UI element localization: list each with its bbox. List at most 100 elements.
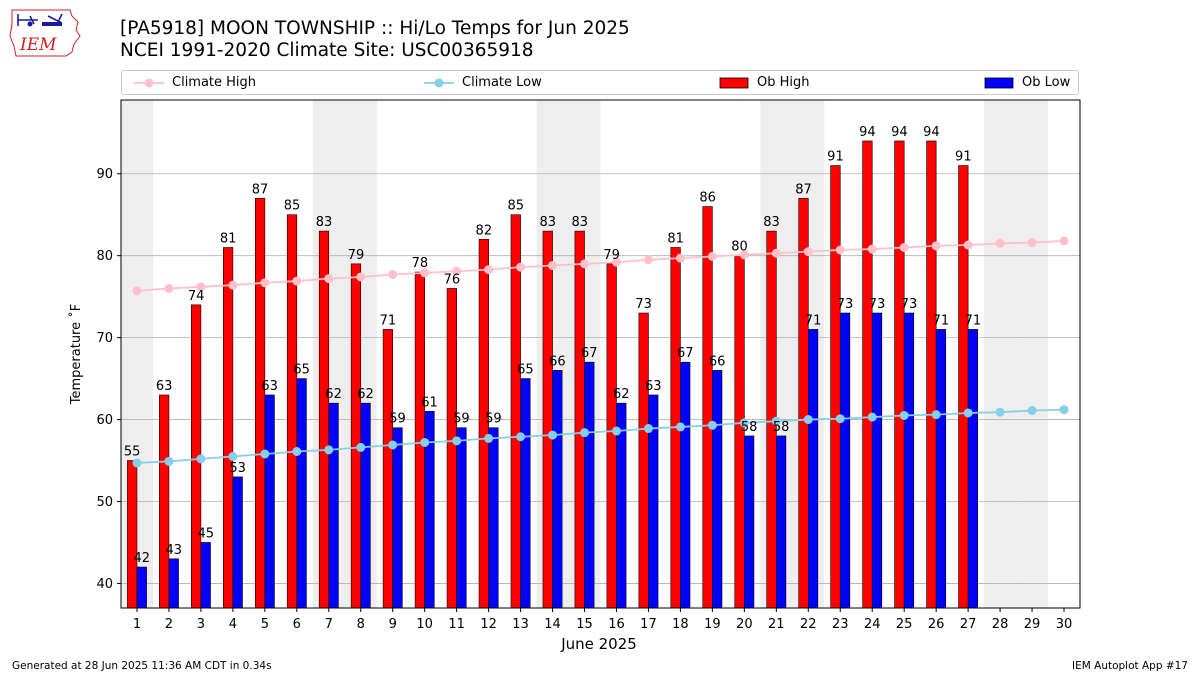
label-ob-high-22: 87	[795, 182, 812, 197]
bar-ob-low-15	[584, 361, 595, 609]
point-climate-low-14	[548, 430, 558, 440]
x-tick-label-19: 19	[704, 617, 721, 632]
x-tick-label-11: 11	[448, 617, 465, 632]
bar-ob-low-26	[935, 329, 947, 609]
bar-ob-high-25	[894, 140, 905, 609]
point-climate-low-10	[420, 437, 430, 447]
x-tick-label-6: 6	[293, 617, 301, 632]
x-tick-label-1: 1	[133, 617, 141, 632]
label-ob-low-4: 53	[229, 461, 246, 476]
bar-ob-high-20	[734, 255, 745, 609]
bar-ob-low-4	[232, 476, 243, 609]
bar-ob-high-13	[510, 214, 521, 609]
label-ob-low-3: 45	[197, 526, 214, 541]
bar-ob-high-12	[478, 238, 489, 609]
bar-ob-low-13	[520, 378, 531, 609]
x-tick-label-15: 15	[576, 617, 593, 632]
legend-item-ob-high: Ob High	[719, 71, 810, 94]
bar-ob-high-3	[191, 304, 202, 609]
point-climate-low-7	[324, 445, 334, 455]
legend-item-climate-low: Climate Low	[424, 71, 542, 94]
label-ob-high-13: 85	[508, 199, 525, 214]
x-tick-label-25: 25	[896, 617, 913, 632]
weekend-band-1	[121, 100, 153, 608]
weather-station-icon	[17, 14, 38, 26]
label-ob-high-20: 80	[731, 240, 748, 255]
bar-ob-high-24	[862, 140, 873, 609]
label-ob-high-15: 83	[571, 215, 588, 230]
point-climate-low-20	[739, 418, 749, 428]
line-climate-low	[136, 408, 1065, 464]
point-climate-low-17	[643, 424, 653, 434]
legend-label-ob-high: Ob High	[757, 75, 810, 90]
label-ob-high-16: 79	[603, 248, 620, 263]
bar-ob-high-7	[318, 230, 330, 609]
point-climate-low-24	[867, 412, 877, 422]
bar-ob-high-18	[670, 247, 681, 609]
point-climate-low-3	[196, 454, 206, 464]
label-ob-low-15: 67	[581, 346, 598, 361]
y-tick-label-60: 60	[96, 413, 113, 428]
weekend-band-29	[1016, 100, 1049, 608]
weekend-band-28	[984, 100, 1017, 608]
bar-ob-low-9	[392, 427, 403, 609]
label-ob-high-4: 81	[220, 231, 237, 246]
label-ob-low-23: 73	[837, 297, 854, 312]
point-climate-high-13	[516, 262, 526, 272]
label-ob-low-1: 42	[134, 551, 151, 566]
bar-ob-high-4	[222, 247, 234, 609]
legend-swatch-ob-low	[984, 77, 1014, 88]
x-tick-label-26: 26	[928, 617, 945, 632]
label-ob-high-2: 63	[156, 379, 173, 394]
label-ob-low-14: 66	[549, 354, 566, 369]
bar-ob-low-5	[264, 394, 275, 609]
label-ob-high-8: 79	[348, 248, 365, 263]
label-ob-high-17: 73	[635, 297, 652, 312]
y-tick-label-50: 50	[96, 495, 113, 510]
point-climate-high-15	[580, 259, 590, 269]
label-ob-high-26: 94	[923, 125, 940, 140]
point-climate-high-8	[356, 272, 366, 282]
label-ob-low-11: 59	[453, 412, 470, 427]
label-ob-high-23: 91	[827, 150, 844, 165]
point-climate-low-18	[675, 422, 685, 432]
point-climate-low-21	[771, 416, 781, 426]
iem-logo: IEM	[9, 9, 81, 57]
legend-label-climate-high: Climate High	[172, 75, 257, 90]
weekend-band-21	[760, 100, 793, 608]
label-ob-low-2: 43	[165, 543, 182, 558]
point-climate-high-5	[260, 278, 270, 288]
point-climate-high-11	[452, 266, 462, 276]
bar-ob-low-27	[967, 329, 979, 609]
bar-ob-low-8	[360, 402, 371, 609]
label-ob-high-3: 74	[188, 289, 205, 304]
bar-ob-low-2	[168, 558, 179, 609]
label-ob-high-7: 83	[316, 215, 333, 230]
logo-text: IEM	[19, 35, 57, 55]
footer-generated: Generated at 28 Jun 2025 11:36 AM CDT in…	[12, 660, 272, 672]
x-tick-label-20: 20	[736, 617, 753, 632]
label-ob-high-21: 83	[763, 215, 780, 230]
y-axis-label: Temperature ˚F	[68, 304, 84, 405]
legend-label-ob-low: Ob Low	[1022, 75, 1071, 90]
point-climate-low-22	[803, 415, 813, 425]
bar-ob-low-19	[712, 370, 723, 609]
x-tick-label-2: 2	[165, 617, 173, 632]
label-ob-low-13: 65	[517, 363, 534, 378]
label-ob-low-24: 73	[869, 297, 886, 312]
y-tick-label-40: 40	[96, 577, 113, 592]
point-climate-low-25	[899, 410, 909, 420]
climate-lines	[132, 236, 1069, 468]
point-climate-high-28	[995, 238, 1005, 248]
point-climate-high-30	[1059, 236, 1069, 246]
label-ob-high-11: 76	[444, 272, 461, 287]
label-ob-high-12: 82	[476, 223, 493, 238]
bar-ob-high-22	[798, 198, 809, 609]
bar-ob-low-3	[200, 542, 211, 609]
point-climate-high-6	[292, 276, 302, 286]
point-climate-high-17	[643, 255, 653, 265]
label-ob-high-5: 87	[252, 182, 269, 197]
label-ob-low-7: 62	[325, 387, 342, 402]
